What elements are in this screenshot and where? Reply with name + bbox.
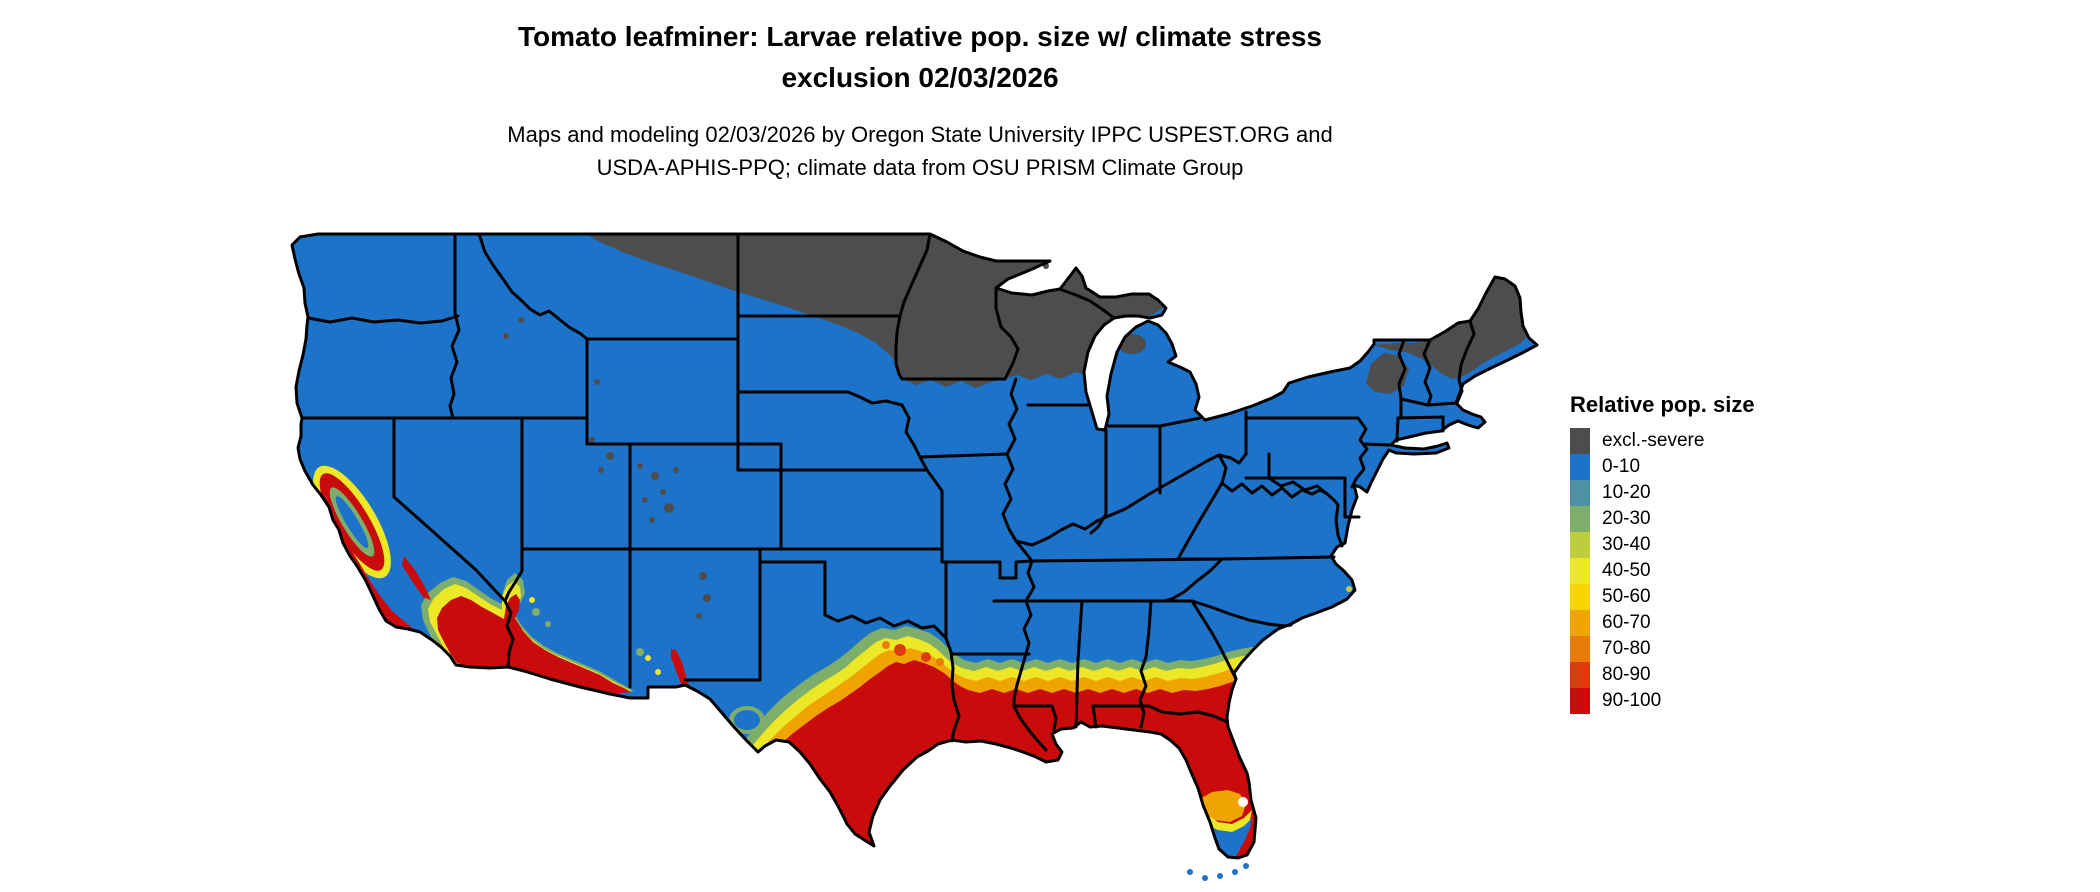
legend-swatch (1570, 610, 1590, 636)
mountain-speckles (503, 317, 1352, 619)
legend-swatch (1570, 428, 1590, 454)
legend-label: 60-70 (1602, 612, 1651, 633)
legend-item-90-100: 90-100 (1570, 688, 1755, 714)
legend-swatch (1570, 636, 1590, 662)
legend-item-10-20: 10-20 (1570, 480, 1755, 506)
legend-swatch (1570, 480, 1590, 506)
map-subtitle-line2: USDA-APHIS-PPQ; climate data from OSU PR… (596, 155, 1244, 180)
map-title-line2: exclusion 02/03/2026 (781, 62, 1059, 93)
legend-item-50-60: 50-60 (1570, 584, 1755, 610)
legend-rows: excl.-severe 0-10 10-20 20-30 30-40 40-50 50-6… (1570, 428, 1755, 714)
legend-swatch (1570, 532, 1590, 558)
legend: Relative pop. size excl.-severe 0-10 10-20… (1570, 392, 1755, 714)
legend-label: 0-10 (1602, 456, 1641, 477)
legend-item-excl.-severe: excl.-severe (1570, 428, 1755, 454)
lake-okeechobee (1238, 797, 1248, 807)
map-subtitle-line1: Maps and modeling 02/03/2026 by Oregon S… (507, 122, 1333, 147)
legend-label: 70-80 (1602, 638, 1651, 659)
legend-swatch (1570, 662, 1590, 688)
florida-keys (1043, 263, 1249, 881)
legend-label: 50-60 (1602, 586, 1651, 607)
legend-item-30-40: 30-40 (1570, 532, 1755, 558)
title-block: Tomato leafminer: Larvae relative pop. s… (320, 16, 1520, 98)
legend-item-40-50: 40-50 (1570, 558, 1755, 584)
legend-label: 90-100 (1602, 690, 1662, 711)
map-title-line1: Tomato leafminer: Larvae relative pop. s… (517, 21, 1322, 52)
legend-label: 10-20 (1602, 482, 1651, 503)
legend-item-80-90: 80-90 (1570, 662, 1755, 688)
legend-item-60-70: 60-70 (1570, 610, 1755, 636)
legend-swatch (1570, 688, 1590, 714)
state-borders (300, 232, 1476, 752)
subtitle-block: Maps and modeling 02/03/2026 by Oregon S… (320, 118, 1520, 184)
legend-title: Relative pop. size (1570, 392, 1755, 417)
legend-swatch (1570, 584, 1590, 610)
legend-label: 20-30 (1602, 508, 1651, 529)
legend-label: 40-50 (1602, 560, 1651, 581)
legend-item-20-30: 20-30 (1570, 506, 1755, 532)
legend-label: 80-90 (1602, 664, 1651, 685)
legend-swatch (1570, 558, 1590, 584)
legend-swatch (1570, 454, 1590, 480)
legend-item-0-10: 0-10 (1570, 454, 1755, 480)
legend-label: 30-40 (1602, 534, 1651, 555)
legend-swatch (1570, 506, 1590, 532)
legend-label: excl.-severe (1602, 430, 1705, 451)
legend-item-70-80: 70-80 (1570, 636, 1755, 662)
